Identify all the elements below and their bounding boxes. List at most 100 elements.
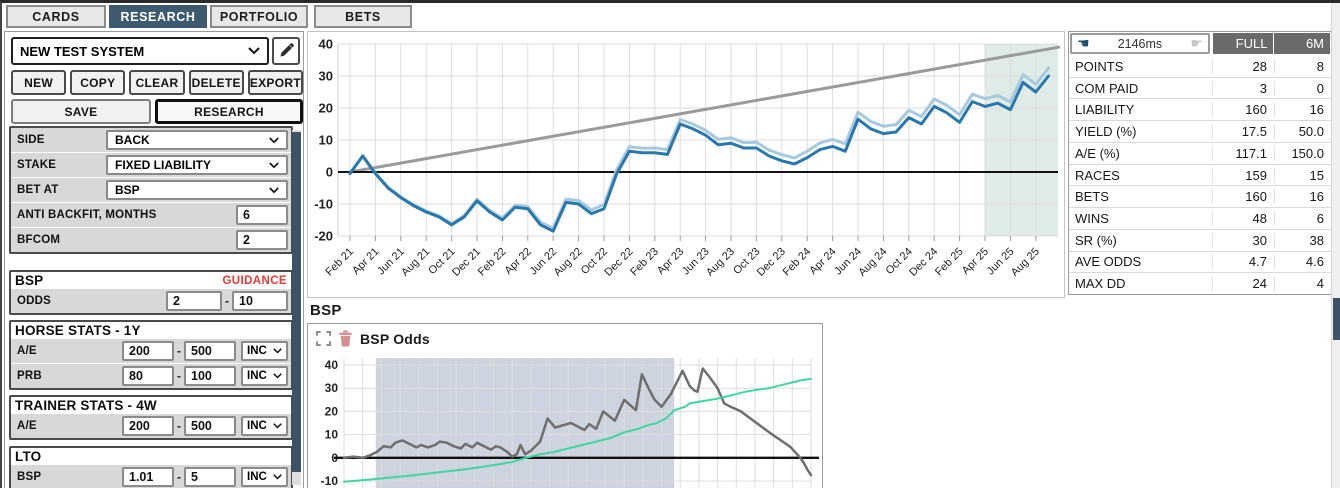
save-research-row: SAVE RESEARCH [11, 99, 303, 124]
range-dash: - [177, 419, 181, 433]
tab-bets[interactable]: BETS [314, 5, 412, 28]
fullscreen-corners-icon[interactable] [316, 331, 331, 346]
horse-ae-label: A/E [17, 345, 37, 357]
stats-row-com-paid: COM PAID 3 0 [1069, 78, 1331, 100]
stat-value-6m: 4.6 [1274, 254, 1331, 270]
side-select-value: BACK [115, 133, 150, 147]
bsp-box-title: BSP [15, 273, 44, 288]
chevron-down-icon [273, 373, 282, 379]
tab-research[interactable]: RESEARCH [109, 5, 207, 28]
odds-min-input[interactable] [166, 291, 222, 311]
horse-ae-mode-select[interactable]: INC [241, 341, 288, 361]
bet-at-select[interactable]: BSP [106, 180, 288, 200]
svg-text:30: 30 [325, 381, 339, 395]
svg-text:Apr 23: Apr 23 [655, 246, 686, 277]
bsp-odds-box: BSP GUIDANCE ODDS - [9, 270, 293, 315]
stat-value-6m: 38 [1274, 232, 1331, 248]
stat-value-full: 160 [1212, 102, 1274, 118]
stake-label: STAKE [17, 159, 57, 171]
svg-text:Apr 22: Apr 22 [503, 246, 534, 277]
tab-cards[interactable]: CARDS [6, 5, 106, 28]
stat-label: COM PAID [1075, 80, 1139, 96]
chevron-down-icon [273, 348, 282, 354]
trainer-ae-max-input[interactable] [184, 416, 236, 436]
new-button[interactable]: NEW [11, 70, 67, 95]
stat-value-full: 4.7 [1212, 254, 1274, 270]
research-button[interactable]: RESEARCH [155, 99, 303, 124]
horse-prb-label: PRB [17, 370, 42, 382]
lto-header: LTO [11, 448, 291, 465]
column-header-6m[interactable]: 6M [1274, 33, 1330, 54]
lto-bsp-min-input[interactable] [122, 467, 174, 487]
anti-backfit-row: ANTI BACKFIT, MONTHS [11, 203, 291, 227]
copy-button[interactable]: COPY [70, 70, 126, 95]
lto-title: LTO [15, 449, 42, 464]
horse-prb-max-input[interactable] [184, 366, 236, 386]
stat-label: LIABILITY [1075, 102, 1135, 118]
side-select[interactable]: BACK [106, 130, 288, 150]
page-scrollbar-thumb[interactable] [1333, 298, 1340, 340]
stat-value-full: 28 [1212, 58, 1274, 74]
stat-value-6m: 50.0 [1274, 124, 1331, 140]
svg-text:10: 10 [325, 428, 339, 442]
horse-stats-box: HORSE STATS - 1Y A/E - INC PRB - INC [9, 320, 293, 390]
svg-text:-10: -10 [321, 474, 339, 488]
svg-text:Feb 25: Feb 25 [933, 246, 966, 279]
delete-button[interactable]: DELETE [188, 70, 244, 95]
horse-stats-title: HORSE STATS - 1Y [15, 323, 141, 338]
profit-chart-panel: 40 30 20 10 0 -10 -20 Feb 21 Apr 21 Jun 21 Aug 21 O… [307, 31, 1065, 298]
sidebar-scrollbar-thumb[interactable] [292, 132, 301, 472]
trash-icon[interactable] [338, 330, 353, 347]
guidance-label[interactable]: GUIDANCE [222, 274, 287, 287]
stat-value-6m: 16 [1274, 189, 1331, 205]
mode-value: INC [247, 471, 267, 483]
svg-text:-20: -20 [314, 229, 333, 244]
stat-value-6m: 8 [1274, 58, 1331, 74]
odds-max-input[interactable] [232, 291, 288, 311]
hand-right-icon[interactable]: ☛ [1190, 35, 1203, 52]
stat-label: AVE ODDS [1075, 254, 1142, 270]
horse-prb-min-input[interactable] [122, 366, 174, 386]
pencil-icon [280, 43, 294, 57]
horse-ae-max-input[interactable] [184, 341, 236, 361]
page-scrollbar [1331, 3, 1340, 488]
stat-value-6m: 15 [1274, 167, 1331, 183]
svg-text:-10: -10 [314, 197, 333, 212]
clear-button[interactable]: CLEAR [129, 70, 185, 95]
bet-at-select-value: BSP [115, 183, 140, 197]
column-header-full[interactable]: FULL [1212, 33, 1274, 54]
sidebar-scrollbar [292, 130, 301, 485]
tab-portfolio[interactable]: PORTFOLIO [210, 5, 308, 28]
save-button[interactable]: SAVE [11, 99, 151, 124]
horse-prb-mode-select[interactable]: INC [241, 366, 288, 386]
stake-select[interactable]: FIXED LIABILITY [106, 155, 288, 175]
stats-row-races: RACES 159 15 [1069, 165, 1331, 187]
system-select-value: NEW TEST SYSTEM [20, 43, 145, 59]
system-select[interactable]: NEW TEST SYSTEM [11, 37, 269, 65]
stat-value-full: 24 [1212, 276, 1274, 292]
stats-row-liability: LIABILITY 160 16 [1069, 99, 1331, 122]
lto-bsp-max-input[interactable] [184, 467, 236, 487]
stats-row-points: POINTS 28 8 [1069, 56, 1331, 78]
stat-label: MAX DD [1075, 276, 1126, 292]
anti-backfit-input[interactable] [236, 205, 288, 225]
stats-header: ☚ 2146ms ☛ FULL 6M [1069, 32, 1331, 55]
bet-at-row: BET AT BSP [11, 178, 291, 202]
hand-left-icon[interactable]: ☚ [1077, 35, 1090, 52]
horse-ae-min-input[interactable] [122, 341, 174, 361]
trainer-ae-label: A/E [17, 420, 37, 432]
svg-text:Aug 24: Aug 24 [856, 246, 889, 279]
bfcom-input[interactable] [236, 230, 288, 250]
bet-at-label: BET AT [17, 184, 59, 196]
trainer-ae-min-input[interactable] [122, 416, 174, 436]
svg-text:Aug 25: Aug 25 [1009, 246, 1042, 279]
odds-row: ODDS - [11, 289, 291, 313]
export-button[interactable]: EXPORT [247, 70, 304, 95]
stat-value-6m: 150.0 [1274, 145, 1331, 161]
mode-value: INC [247, 420, 267, 432]
sidebar: NEW TEST SYSTEM NEW COPY CLEAR DELETE EXPORT… [4, 31, 304, 488]
trainer-ae-mode-select[interactable]: INC [241, 416, 288, 436]
edit-system-button[interactable] [272, 37, 300, 65]
lto-bsp-mode-select[interactable]: INC [241, 467, 288, 487]
